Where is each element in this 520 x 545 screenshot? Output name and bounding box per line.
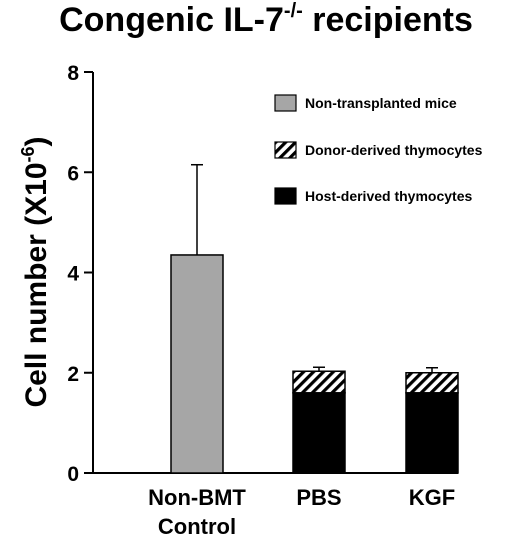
y-tick-label: 6 (67, 162, 79, 185)
legend: Non-transplanted mice Donor-derived thymo… (274, 94, 483, 205)
chart-title: Congenic IL-7-/- recipients (59, 0, 473, 39)
bar-donor-derived-thymocytes (292, 370, 346, 394)
legend-swatch (274, 141, 297, 159)
legend-label: Non-transplanted mice (305, 95, 457, 111)
y-tick-label: 4 (67, 263, 79, 286)
legend-label: Host-derived thymocytes (305, 188, 472, 204)
y-axis-label-superscript: -6 (18, 146, 38, 162)
legend-swatch (274, 94, 297, 112)
bars (170, 254, 459, 474)
legend-swatch (274, 187, 297, 205)
legend-label: Donor-derived thymocytes (305, 142, 483, 158)
bar-donor-derived-thymocytes (405, 372, 459, 394)
category-labels: Non-BMT Control PBS KGF (148, 485, 455, 539)
error-bars (191, 163, 438, 373)
chart-title-suffix: recipients (303, 1, 473, 39)
y-tick-label: 8 (67, 62, 79, 85)
y-tick-label: 0 (67, 463, 79, 486)
chart-title-superscript: -/- (284, 0, 303, 22)
bar-host-derived-thymocytes (292, 392, 346, 474)
y-ticks: 0 2 4 6 8 (67, 62, 93, 486)
bar-non-transplanted-mice (170, 254, 224, 474)
y-axis-label-close: ) (20, 136, 53, 146)
bar-host-derived-thymocytes (405, 392, 459, 474)
category-label-line2: Control (158, 514, 236, 539)
category-label: PBS (296, 485, 341, 510)
y-axis-label: Cell number (X10-6) (18, 136, 53, 407)
category-label: Non-BMT (148, 485, 246, 510)
category-label: KGF (409, 485, 455, 510)
y-tick-label: 2 (67, 363, 79, 386)
